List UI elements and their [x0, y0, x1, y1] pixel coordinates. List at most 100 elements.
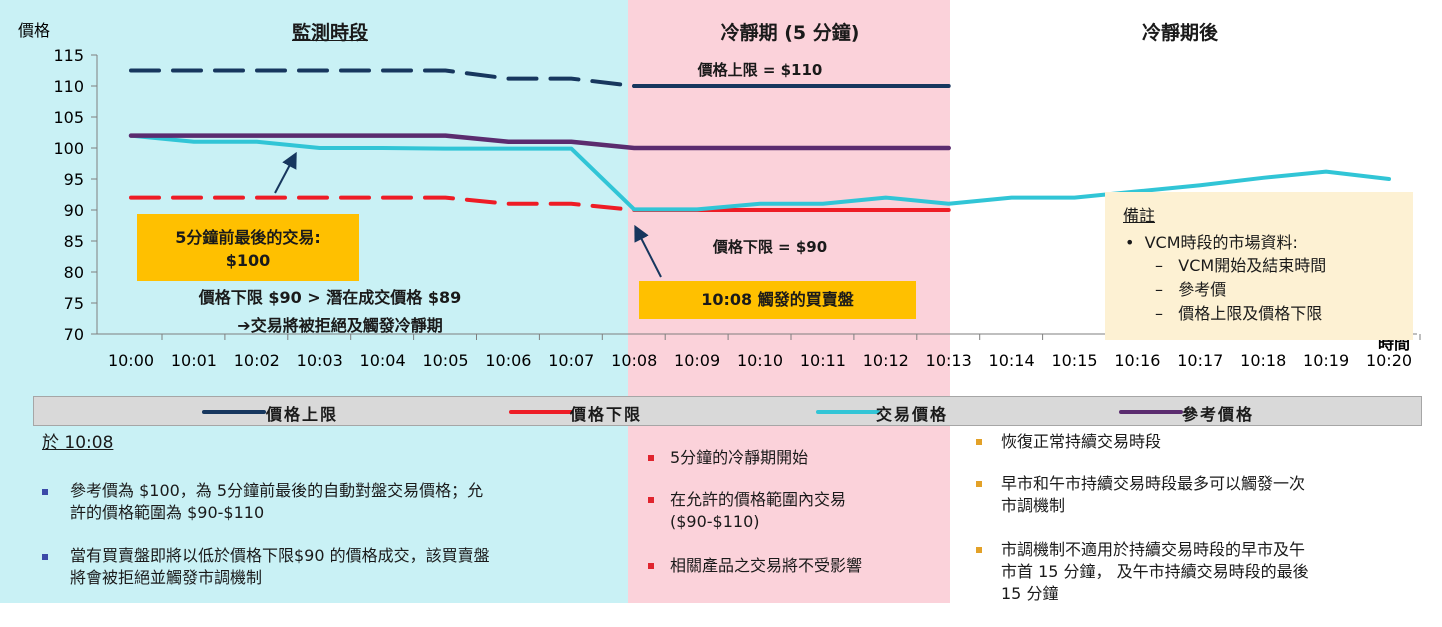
after-bullet-3-line: 市首 15 分鐘， 及午市持續交易時段的最後 — [1001, 562, 1309, 581]
reject-note-line1: 價格下限 $90 > 潛在成交價格 $89 — [198, 288, 462, 307]
notes-item-text: VCM時段的市場資料: — [1144, 233, 1298, 252]
reject-note-text: 交易將被拒絕及觸發冷靜期 — [250, 316, 443, 335]
x-tick-label: 10:02 — [234, 351, 280, 370]
after-bullet-2-line: 早市和午市持續交易時段最多可以觸發一次 — [1001, 474, 1306, 493]
trigger-order-box: 10:08 觸發的買賣盤 — [639, 281, 916, 319]
chart-legend: 價格上限 價格下限 交易價格 參考價格 — [33, 396, 1422, 426]
x-tick-label: 10:09 — [674, 351, 720, 370]
x-tick-label: 10:01 — [171, 351, 217, 370]
bullet-icon — [648, 563, 654, 569]
bullet-icon — [42, 554, 48, 560]
legend-swatch-reference — [1119, 410, 1183, 414]
notes-subitem: – VCM開始及結束時間 — [1155, 256, 1327, 275]
cooling-bullet-3-line: 相關產品之交易將不受影響 — [670, 556, 863, 575]
monitor-bullet-2-line: 當有買賣盤即將以低於價格下限$90 的價格成交，該買賣盤 — [70, 546, 490, 565]
series-line-reference — [128, 133, 951, 151]
x-tick-label: 10:06 — [485, 351, 531, 370]
x-tick-label: 10:05 — [422, 351, 468, 370]
notes-subitem: – 參考價 — [1155, 280, 1227, 299]
after-zone-title: 冷靜期後 — [1141, 22, 1218, 44]
legend-swatch-upper — [202, 410, 266, 414]
y-tick-label: 90 — [64, 201, 84, 220]
y-tick-label: 70 — [64, 325, 84, 344]
monitor-bullet-1-line: 參考價為 $100，為 5分鐘前最後的自動對盤交易價格；允 — [70, 481, 484, 500]
notes-subitem-text: 價格上限及價格下限 — [1178, 304, 1323, 323]
bullet-icon — [976, 481, 982, 487]
series-line-trade — [129, 133, 1391, 212]
legend-label-lower: 價格下限 — [570, 405, 643, 424]
x-tick-label: 10:19 — [1303, 351, 1349, 370]
bullet-icon — [42, 489, 48, 495]
after-bullet-1-line: 恢復正常持續交易時段 — [1001, 432, 1162, 451]
monitor-heading: 於 10:08 — [42, 433, 114, 453]
x-tick-label: 10:10 — [737, 351, 783, 370]
y-tick-label: 95 — [64, 170, 84, 189]
y-tick-label: 85 — [64, 232, 84, 251]
last-trade-line1: 5分鐘前最後的交易: — [175, 228, 321, 247]
notes-title: 備註 — [1123, 206, 1156, 225]
notes-box: 備註 • VCM時段的市場資料: – VCM開始及結束時間 – 參考價 – 價格… — [1105, 192, 1413, 340]
reject-note-line2: ➔交易將被拒絕及觸發冷靜期 — [180, 312, 500, 336]
cooling-zone-title: 冷靜期 (5 分鐘) — [720, 22, 860, 44]
legend-swatch-lower — [509, 410, 573, 414]
bullet-icon — [648, 455, 654, 461]
after-bullet-2: 早市和午市持續交易時段最多可以觸發一次 市調機制 — [1001, 473, 1305, 517]
y-tick-label: 110 — [53, 77, 84, 96]
after-bullet-1: 恢復正常持續交易時段 — [1001, 431, 1161, 453]
x-tick-label: 10:20 — [1366, 351, 1412, 370]
last-trade-line2: $100 — [225, 251, 271, 270]
monitoring-zone — [0, 0, 628, 603]
notes-subitem-text: VCM開始及結束時間 — [1178, 256, 1327, 275]
x-tick-label: 10:12 — [863, 351, 909, 370]
notes-item: • VCM時段的市場資料: — [1125, 233, 1298, 252]
cooling-bullet-2-line: ($90-$110) — [670, 512, 760, 531]
x-tick-label: 10:15 — [1051, 351, 1097, 370]
x-tick-label: 10:00 — [108, 351, 154, 370]
bullet-icon — [648, 497, 654, 503]
x-tick-label: 10:11 — [800, 351, 846, 370]
after-bullet-3-line: 15 分鐘 — [1001, 584, 1059, 603]
legend-label-upper: 價格上限 — [266, 405, 339, 424]
cooling-bullet-3: 相關產品之交易將不受影響 — [670, 555, 862, 577]
notes-subitem-text: 參考價 — [1178, 280, 1227, 299]
x-tick-label: 10:08 — [611, 351, 657, 370]
monitor-bullet-1: 參考價為 $100，為 5分鐘前最後的自動對盤交易價格；允 許的價格範圍為 $9… — [70, 480, 483, 524]
x-tick-label: 10:13 — [926, 351, 972, 370]
last-trade-box: 5分鐘前最後的交易: $100 — [137, 214, 359, 281]
notes-subitem: – 價格上限及價格下限 — [1155, 304, 1323, 323]
y-tick-label: 105 — [53, 108, 84, 127]
legend-swatch-trade — [816, 410, 880, 414]
arrow-right-icon: ➔ — [237, 316, 251, 335]
x-tick-label: 10:16 — [1114, 351, 1160, 370]
legend-label-trade: 交易價格 — [876, 405, 949, 424]
x-tick-label: 10:04 — [360, 351, 406, 370]
cooling-bullet-2-line: 在允許的價格範圍內交易 — [670, 490, 847, 509]
y-tick-label: 80 — [64, 263, 84, 282]
cooling-bullet-1: 5分鐘的冷靜期開始 — [670, 447, 808, 469]
arrow-last-trade — [274, 151, 297, 194]
y-tick-label: 75 — [64, 294, 84, 313]
x-tick-label: 10:07 — [548, 351, 594, 370]
monitor-bullet-1-line: 許的價格範圍為 $90-$110 — [70, 503, 265, 522]
legend-label-reference: 參考價格 — [1182, 405, 1255, 424]
after-bullet-3: 市調機制不適用於持續交易時段的早市及午 市首 15 分鐘， 及午市持續交易時段的… — [1001, 539, 1309, 605]
after-bullet-2-line: 市調機制 — [1001, 496, 1066, 515]
x-tick-label: 10:17 — [1177, 351, 1223, 370]
upper-limit-label: 價格上限 = $110 — [697, 61, 823, 79]
series-line-lower-dashed — [129, 195, 637, 212]
lower-limit-label: 價格下限 = $90 — [712, 238, 828, 256]
y-tick-label: 115 — [53, 46, 84, 65]
after-bullet-3-line: 市調機制不適用於持續交易時段的早市及午 — [1001, 540, 1306, 559]
monitor-bullet-2: 當有買賣盤即將以低於價格下限$90 的價格成交，該買賣盤 將會被拒絕並觸發市調機… — [70, 545, 490, 589]
bullet-icon — [976, 547, 982, 553]
monitoring-zone-title: 監測時段 — [291, 22, 368, 44]
cooling-bullet-1-line: 5分鐘的冷靜期開始 — [670, 448, 809, 467]
arrow-trigger — [634, 224, 662, 278]
x-tick-label: 10:03 — [297, 351, 343, 370]
monitor-bullet-2-line: 將會被拒絕並觸發市調機制 — [70, 568, 263, 587]
cooling-bullet-2: 在允許的價格範圍內交易 ($90-$110) — [670, 489, 846, 533]
x-tick-label: 10:18 — [1240, 351, 1286, 370]
x-tick-label: 10:14 — [989, 351, 1035, 370]
bullet-icon — [976, 439, 982, 445]
price-chart: 70 75 80 85 90 95 100 105 110 115 10:00 10:01 10:02 1… — [18, 21, 1421, 370]
